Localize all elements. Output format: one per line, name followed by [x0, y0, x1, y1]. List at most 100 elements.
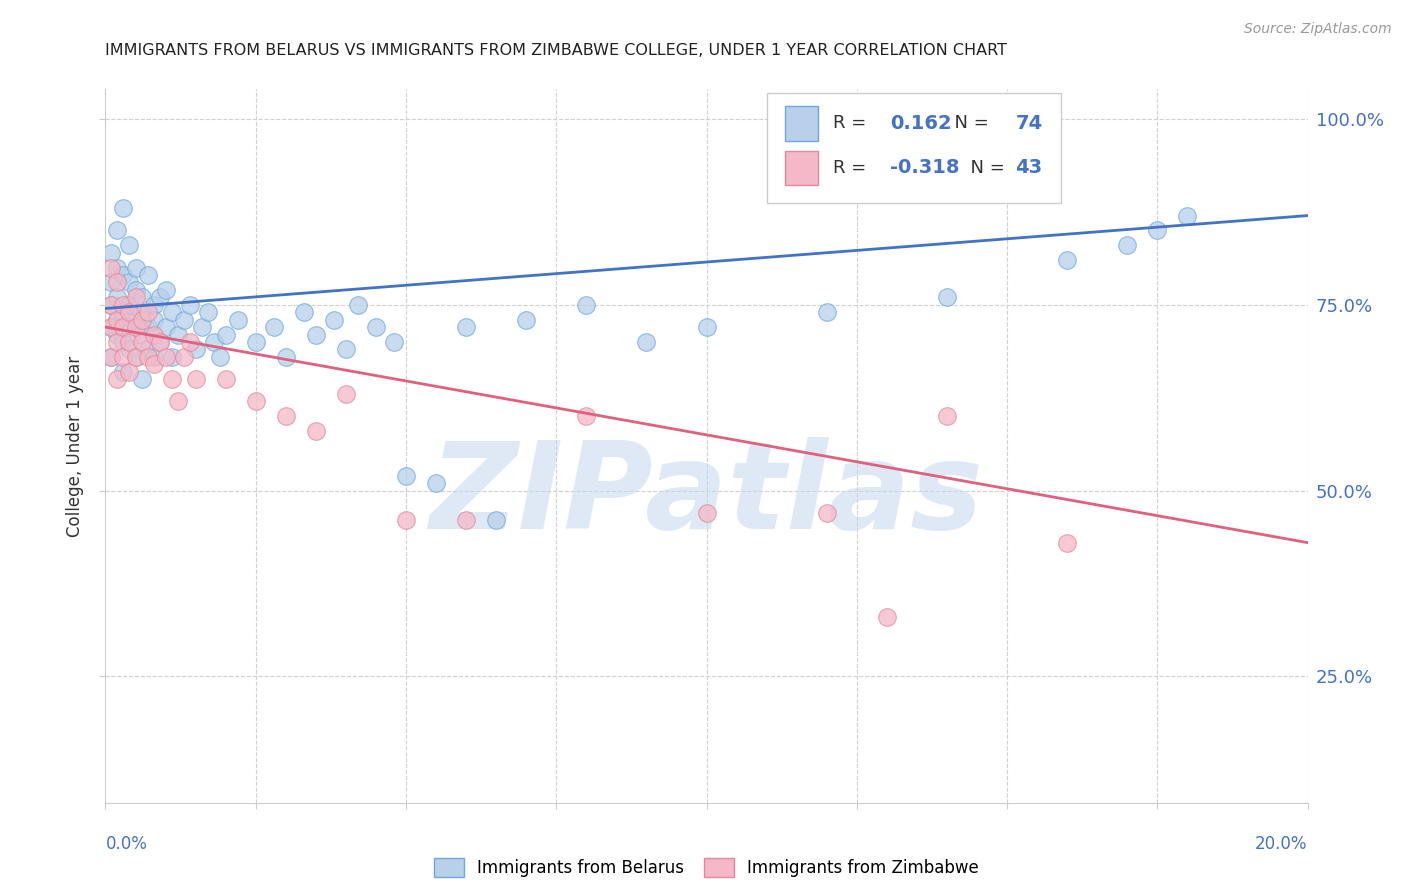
- Point: [142, 298, 165, 312]
- Point: [136, 350, 159, 364]
- Point: [575, 298, 598, 312]
- Point: [142, 350, 165, 364]
- Point: [112, 334, 135, 349]
- Point: [636, 334, 658, 349]
- Point: [148, 334, 170, 349]
- Point: [395, 513, 418, 527]
- Text: R =: R =: [832, 159, 872, 177]
- Point: [1056, 535, 1078, 549]
- Point: [100, 260, 122, 275]
- Point: [142, 357, 165, 371]
- Point: [118, 298, 141, 312]
- Point: [454, 513, 477, 527]
- Point: [124, 312, 146, 326]
- Point: [112, 201, 135, 215]
- Point: [815, 506, 838, 520]
- Point: [305, 424, 328, 438]
- Point: [226, 312, 249, 326]
- Point: [184, 372, 207, 386]
- Point: [131, 312, 153, 326]
- Point: [179, 334, 201, 349]
- Point: [208, 350, 231, 364]
- Point: [166, 327, 188, 342]
- Point: [124, 290, 146, 304]
- Point: [1116, 238, 1139, 252]
- Point: [515, 312, 537, 326]
- FancyBboxPatch shape: [766, 93, 1062, 203]
- Point: [214, 372, 236, 386]
- Point: [136, 268, 159, 282]
- Point: [118, 365, 141, 379]
- Point: [124, 283, 146, 297]
- Point: [184, 343, 207, 357]
- Point: [100, 350, 122, 364]
- Point: [112, 320, 135, 334]
- Point: [202, 334, 225, 349]
- Point: [118, 276, 141, 290]
- Point: [166, 394, 188, 409]
- Point: [136, 343, 159, 357]
- Point: [425, 476, 447, 491]
- Text: 0.0%: 0.0%: [105, 835, 148, 853]
- Point: [118, 320, 141, 334]
- Point: [936, 290, 959, 304]
- Point: [274, 409, 297, 424]
- Point: [197, 305, 219, 319]
- Point: [1146, 223, 1168, 237]
- Point: [936, 409, 959, 424]
- Text: N =: N =: [943, 114, 995, 132]
- Point: [107, 312, 129, 326]
- Point: [173, 312, 195, 326]
- Point: [131, 290, 153, 304]
- Text: 20.0%: 20.0%: [1256, 835, 1308, 853]
- Point: [107, 290, 129, 304]
- Point: [107, 334, 129, 349]
- Point: [148, 334, 170, 349]
- Text: -0.318: -0.318: [890, 158, 960, 178]
- Text: IMMIGRANTS FROM BELARUS VS IMMIGRANTS FROM ZIMBABWE COLLEGE, UNDER 1 YEAR CORREL: IMMIGRANTS FROM BELARUS VS IMMIGRANTS FR…: [105, 43, 1008, 58]
- Point: [696, 506, 718, 520]
- Point: [107, 312, 129, 326]
- Point: [214, 327, 236, 342]
- Point: [245, 334, 267, 349]
- Point: [107, 327, 129, 342]
- Point: [305, 327, 328, 342]
- Point: [100, 245, 122, 260]
- Point: [112, 268, 135, 282]
- Point: [107, 223, 129, 237]
- Point: [395, 468, 418, 483]
- Point: [118, 343, 141, 357]
- Point: [112, 305, 135, 319]
- Point: [322, 312, 344, 326]
- Point: [100, 320, 122, 334]
- Point: [274, 350, 297, 364]
- Text: N =: N =: [959, 159, 1011, 177]
- Point: [335, 343, 357, 357]
- Point: [118, 238, 141, 252]
- Point: [100, 320, 122, 334]
- Point: [696, 320, 718, 334]
- Text: 43: 43: [1015, 158, 1043, 178]
- Point: [347, 298, 370, 312]
- Point: [136, 320, 159, 334]
- Text: 0.162: 0.162: [890, 114, 952, 133]
- Text: R =: R =: [832, 114, 872, 132]
- Point: [155, 350, 177, 364]
- Point: [112, 350, 135, 364]
- Point: [815, 305, 838, 319]
- Point: [485, 513, 508, 527]
- Point: [155, 320, 177, 334]
- Point: [364, 320, 387, 334]
- Point: [160, 305, 183, 319]
- Point: [142, 327, 165, 342]
- Point: [100, 298, 122, 312]
- Legend: Immigrants from Belarus, Immigrants from Zimbabwe: Immigrants from Belarus, Immigrants from…: [427, 851, 986, 884]
- Text: 74: 74: [1015, 114, 1043, 133]
- Point: [1175, 209, 1198, 223]
- Point: [173, 350, 195, 364]
- Point: [142, 312, 165, 326]
- FancyBboxPatch shape: [785, 106, 818, 141]
- Point: [136, 305, 159, 319]
- Point: [107, 276, 129, 290]
- Point: [292, 305, 315, 319]
